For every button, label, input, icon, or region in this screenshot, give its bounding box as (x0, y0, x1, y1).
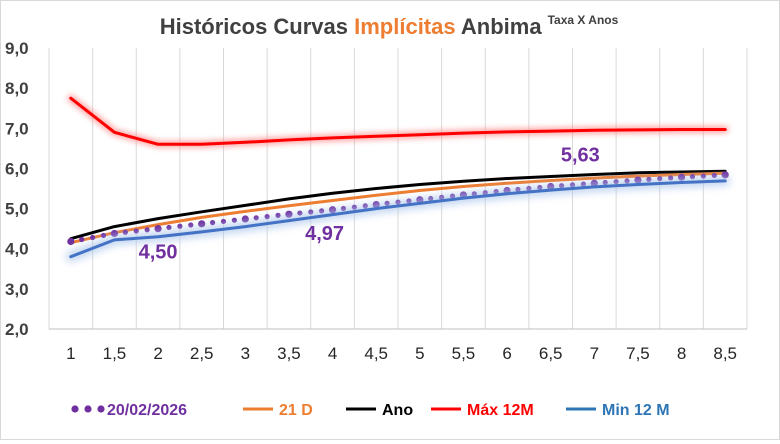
series-point-20-02-2026 (154, 225, 162, 233)
y-tick-label: 7,0 (5, 119, 29, 138)
x-tick-label: 6,5 (539, 344, 563, 363)
data-label: 5,63 (561, 144, 600, 166)
series-dot-20-02-2026 (144, 227, 150, 233)
series-dot-20-02-2026 (220, 218, 227, 225)
x-tick-label: 1 (66, 344, 75, 363)
series-dot-20-02-2026 (90, 234, 96, 241)
series-dot-20-02-2026 (231, 217, 238, 223)
y-tick-label: 2,0 (5, 320, 29, 339)
legend-label-min-12-m: Min 12 M (602, 402, 670, 419)
y-tick-label: 5,0 (5, 200, 29, 219)
series-dot-20-02-2026 (177, 223, 183, 229)
x-tick-label: 3,5 (277, 344, 301, 363)
x-tick-label: 1,5 (103, 344, 127, 363)
x-tick-label: 3 (241, 344, 250, 363)
x-tick-label: 5 (415, 344, 424, 363)
y-tick-label: 3,0 (5, 280, 29, 299)
x-tick-label: 7 (590, 344, 599, 363)
series-dot-20-02-2026 (133, 228, 139, 234)
series-point-20-02-2026 (67, 237, 75, 246)
legend: 20/02/2026 21 D Ano Máx 12M Min 12 M (71, 402, 670, 419)
series-point-20-02-2026 (198, 220, 206, 228)
x-tick-label: 2,5 (190, 344, 214, 363)
x-tick-label: 8,5 (713, 344, 737, 363)
series-line-min-12-m (69, 179, 727, 259)
series-point-20-02-2026 (241, 215, 249, 223)
data-label: 4,97 (305, 223, 344, 245)
series-line-21-d (69, 171, 727, 245)
series-dot-20-02-2026 (275, 212, 281, 218)
legend-label-ano: Ano (382, 402, 413, 419)
legend-label-21-d: 21 D (279, 402, 313, 419)
series-dot-20-02-2026 (122, 229, 128, 235)
series-dot-20-02-2026 (100, 232, 107, 239)
x-tick-label: 6 (502, 344, 511, 363)
chart-title: Históricos Curvas Implícitas Anbima Taxa … (160, 13, 619, 39)
x-tick-label: 2 (153, 344, 162, 363)
series-dot-20-02-2026 (253, 215, 259, 221)
data-label: 4,50 (139, 242, 178, 264)
y-tick-label: 9,0 (5, 39, 29, 58)
series-dot-20-02-2026 (209, 220, 216, 226)
series-dot-20-02-2026 (188, 222, 194, 228)
x-tick-label: 4 (328, 344, 337, 363)
series-line-ano (69, 169, 727, 241)
series-dot-20-02-2026 (79, 236, 85, 243)
y-tick-label: 6,0 (5, 159, 29, 178)
y-tick-label: 8,0 (5, 79, 29, 98)
legend-label-20-02-2026: 20/02/2026 (107, 402, 187, 419)
series-layer (65, 94, 731, 262)
chart-subtitle: Taxa X Anos (548, 13, 619, 27)
legend-marker-20-02-2026 (71, 405, 79, 413)
chart-title-part-1: Implícitas (354, 14, 455, 39)
series-dot-20-02-2026 (166, 224, 172, 231)
annotations-layer: 4,50 4,97 5,63 (139, 144, 600, 263)
x-tick-label: 4,5 (364, 344, 388, 363)
axes-layer: 2,0 3,0 4,0 5,0 6,0 7,0 8,0 9,0 1 1,5 2 2,5 3 3,5 4 4,5… (5, 39, 747, 363)
x-tick-label: 5,5 (452, 344, 476, 363)
legend-marker-20-02-2026 (84, 405, 92, 413)
chart-title-part-0: Históricos Curvas (160, 14, 354, 39)
legend-marker-20-02-2026 (97, 405, 105, 413)
x-tick-label: 7,5 (626, 344, 650, 363)
series-dot-20-02-2026 (264, 214, 270, 220)
chart-title-part-2: Anbima (456, 14, 543, 39)
legend-label-m-x-12m: Máx 12M (467, 402, 534, 419)
x-tick-label: 8 (677, 344, 686, 363)
y-tick-label: 4,0 (5, 240, 29, 259)
series-line-m-x-12m (69, 96, 727, 146)
